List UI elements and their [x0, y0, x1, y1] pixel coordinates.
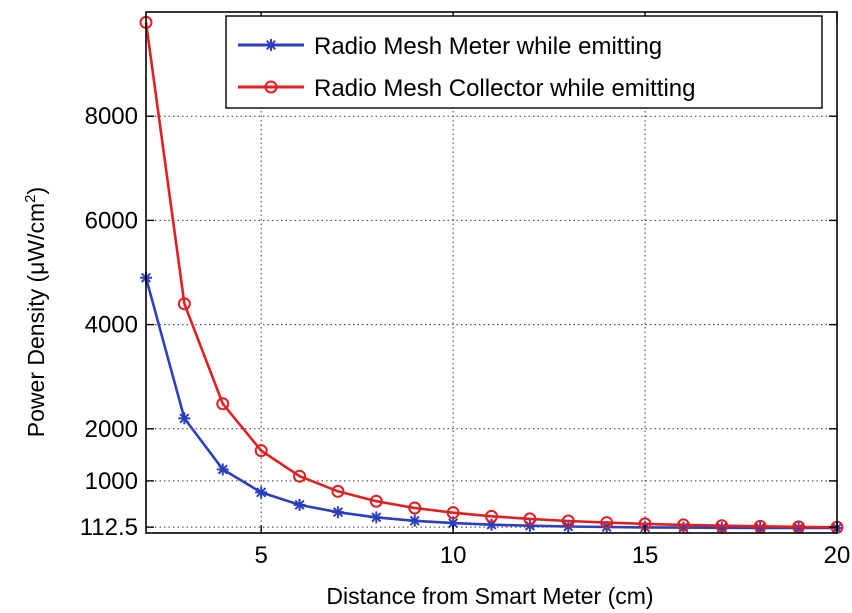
y-tick-label: 112.5: [80, 514, 138, 541]
legend-marker-collector: [264, 80, 278, 94]
legend-circle-icon: [264, 80, 278, 94]
marker-stroke: [409, 515, 420, 526]
legend: Radio Mesh Meter while emitting Radio Me…: [225, 15, 823, 109]
marker-stroke: [448, 518, 459, 529]
x-tick-label: 10: [440, 542, 467, 569]
data-point-collector: [293, 469, 307, 483]
series-line-0: [144, 277, 838, 530]
data-point-collector: [177, 297, 191, 311]
marker-stroke: [601, 522, 612, 533]
marker-stroke: [371, 512, 382, 523]
y-axis-title-unit: W/cm: [23, 203, 49, 262]
data-point-collector: [485, 509, 498, 523]
y-axis-title-main: Power Density (: [23, 275, 49, 438]
data-point-collector: [446, 506, 460, 520]
x-tick-label: 15: [632, 542, 659, 569]
data-point-meter: [293, 498, 306, 511]
y-tick-label: 6000: [85, 207, 138, 234]
marker-stroke: [217, 464, 228, 475]
data-point-collector: [561, 514, 575, 528]
plot-frame: [145, 11, 838, 534]
x-axis-title: Distance from Smart Meter (cm): [326, 583, 653, 609]
legend-star-icon: [265, 39, 277, 51]
legend-label-collector: Radio Mesh Collector while emitting: [314, 75, 696, 102]
marker-stroke: [256, 487, 267, 498]
data-point-collector: [753, 519, 767, 533]
data-point-meter: [408, 514, 421, 527]
y-tick-label: 1000: [85, 468, 138, 495]
x-tick-label: 20: [824, 542, 851, 569]
data-point-collector: [331, 484, 345, 498]
marker-stroke: [332, 507, 343, 518]
data-point-meter: [331, 506, 344, 519]
x-tick-label: 5: [254, 542, 267, 569]
y-axis-title-close: ): [23, 187, 49, 195]
data-point-collector: [676, 518, 690, 532]
data-point-meter: [216, 463, 229, 476]
y-axis-title-mu: μ: [23, 262, 49, 275]
data-point-meter: [370, 511, 383, 524]
series-line-1: [144, 22, 838, 529]
y-tick-label: 2000: [85, 416, 138, 443]
data-point-collector: [408, 501, 422, 515]
data-point-collector: [369, 494, 383, 508]
y-axis-title: Power Density (μW/cm2): [22, 187, 49, 437]
legend-box: [225, 15, 823, 109]
data-point-collector: [523, 512, 537, 526]
data-point-collector: [600, 516, 614, 530]
data-point-collector: [216, 397, 230, 411]
legend-label-meter: Radio Mesh Meter while emitting: [314, 33, 662, 60]
y-tick-label: 4000: [85, 312, 138, 339]
data-point-meter: [255, 486, 268, 499]
y-axis-title-sup: 2: [22, 194, 39, 202]
marker-stroke: [179, 413, 190, 424]
y-tick-label: 8000: [85, 103, 138, 130]
legend-marker-meter: [265, 39, 277, 51]
data-point-meter: [178, 412, 191, 425]
marker-stroke: [294, 499, 305, 510]
data-point-collector: [715, 519, 729, 533]
marker-stroke: [265, 39, 277, 51]
data-point-collector: [254, 444, 268, 458]
tick-layer: 5 10 15 20 112.5 1000 2000 4000 6000 8000: [80, 12, 851, 569]
